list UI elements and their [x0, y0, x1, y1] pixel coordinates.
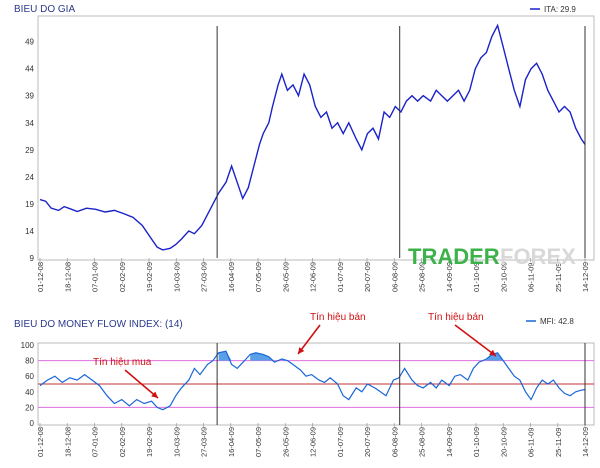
- mfi-x-tick-label: 06-11-09: [527, 428, 536, 457]
- price-x-tick-label: 01-12-08: [36, 262, 45, 292]
- annotation-arrow: [454, 324, 497, 357]
- price-series-line: [39, 23, 586, 251]
- price-x-tick-label: 12-06-09: [309, 262, 318, 292]
- price-chart-legend: ITA: 29.9: [544, 5, 576, 14]
- annotation-arrowhead: [151, 391, 158, 398]
- mfi-x-tick-label: 18-12-08: [63, 427, 72, 457]
- price-x-tick-label: 01-07-09: [336, 262, 345, 292]
- price-x-tick-label: 14-12-09: [581, 262, 590, 292]
- mfi-x-tick-label: 20-07-09: [363, 427, 372, 457]
- mfi-y-tick-label: 100: [21, 341, 35, 350]
- mfi-series-line: [39, 350, 586, 411]
- price-x-tick-label: 07-05-09: [254, 262, 263, 292]
- mfi-y-tick-label: 40: [25, 388, 34, 397]
- annotation-arrowhead: [298, 347, 305, 354]
- mfi-x-tick-label: 25-11-09: [554, 428, 563, 457]
- price-x-tick-label: 06-08-09: [390, 262, 399, 292]
- mfi-x-tick-label: 19-02-09: [145, 427, 154, 457]
- price-x-tick-label: 01-10-09: [472, 262, 481, 292]
- price-x-tick-label: 18-12-08: [63, 262, 72, 292]
- mfi-y-tick-label: 0: [30, 419, 35, 428]
- mfi-x-tick-label: 14-09-09: [445, 427, 454, 457]
- mfi-x-tick-label: 16-04-09: [227, 427, 236, 457]
- mfi-x-tick-label: 20-10-09: [499, 427, 508, 457]
- price-x-tick-label: 25-08-09: [418, 262, 427, 292]
- mfi-chart-title: BIEU DO MONEY FLOW INDEX: (14): [14, 319, 183, 330]
- annotation-sell-signal-2: Tín hiệu bán: [428, 312, 484, 323]
- price-x-tick-label: 26-05-09: [281, 262, 290, 292]
- mfi-x-tick-label: 14-12-09: [581, 427, 590, 457]
- price-x-tick-label: 25-11-09: [554, 263, 563, 292]
- price-x-tick-label: 14-09-09: [445, 262, 454, 292]
- price-y-tick-label: 29: [25, 146, 34, 155]
- price-y-tick-label: 44: [25, 65, 34, 74]
- annotation-sell-signal-1: Tín hiệu bán: [310, 312, 366, 323]
- price-y-tick-label: 24: [25, 173, 34, 182]
- annotation-arrow: [124, 369, 159, 399]
- mfi-y-tick-label: 60: [25, 372, 34, 381]
- mfi-x-tick-label: 06-08-09: [390, 427, 399, 457]
- mfi-x-tick-label: 26-05-09: [281, 427, 290, 457]
- price-y-tick-label: 49: [25, 38, 34, 47]
- mfi-x-tick-label: 25-08-09: [418, 427, 427, 457]
- mfi-x-tick-label: 01-12-08: [36, 427, 45, 457]
- mfi-y-tick-label: 80: [25, 357, 34, 366]
- mfi-x-tick-label: 12-06-09: [309, 427, 318, 457]
- mfi-x-tick-label: 01-10-09: [472, 427, 481, 457]
- watermark-logo-part-a: TRADER: [408, 244, 500, 269]
- price-x-tick-label: 16-04-09: [227, 262, 236, 292]
- annotation-arrowhead: [489, 349, 496, 356]
- price-x-tick-label: 20-10-09: [499, 262, 508, 292]
- price-y-tick-label: 14: [25, 227, 34, 236]
- annotation-buy-signal: Tín hiệu mua: [93, 357, 152, 368]
- price-x-tick-label: 20-07-09: [363, 262, 372, 292]
- mfi-x-tick-label: 10-03-09: [172, 427, 181, 457]
- mfi-x-tick-label: 01-07-09: [336, 427, 345, 457]
- price-y-tick-label: 9: [30, 254, 35, 263]
- mfi-x-tick-label: 07-01-09: [91, 427, 100, 457]
- price-x-tick-label: 27-03-09: [200, 262, 209, 292]
- mfi-x-tick-label: 27-03-09: [200, 427, 209, 457]
- price-x-tick-label: 19-02-09: [145, 262, 154, 292]
- price-x-tick-label: 07-01-09: [91, 262, 100, 292]
- mfi-x-tick-label: 02-02-09: [118, 427, 127, 457]
- watermark-logo-part-b: FOREX: [500, 244, 576, 269]
- price-x-tick-label: 06-11-09: [527, 263, 536, 292]
- mfi-chart-legend: MFI: 42.8: [540, 317, 574, 326]
- price-y-tick-label: 19: [25, 200, 34, 209]
- mfi-y-tick-label: 20: [25, 403, 34, 412]
- price-y-tick-label: 34: [25, 119, 34, 128]
- price-chart-title: BIEU DO GIA: [14, 4, 75, 15]
- price-x-tick-label: 02-02-09: [118, 262, 127, 292]
- price-x-tick-label: 10-03-09: [172, 262, 181, 292]
- price-plot-area: [37, 15, 595, 261]
- mfi-x-tick-label: 07-05-09: [254, 427, 263, 457]
- price-y-tick-label: 39: [25, 92, 34, 101]
